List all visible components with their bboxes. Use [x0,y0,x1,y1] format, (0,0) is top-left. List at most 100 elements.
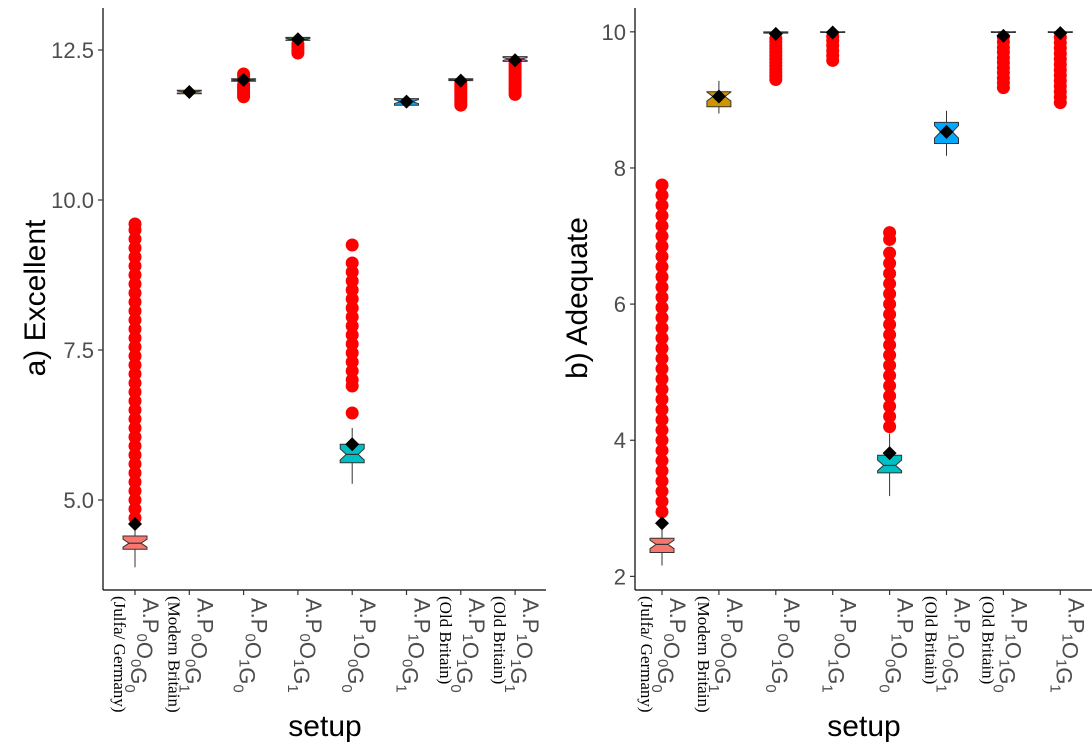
outlier-point [655,270,669,284]
x-tick-note: (Old Britain) [978,596,997,684]
outlier-point [128,367,142,381]
y-axis-title: b) Adequate [561,217,594,379]
outlier-point [655,443,669,457]
outlier-point [655,188,669,202]
outlier-point [345,238,359,252]
panel-b-adequate: 2 4 6 8 10 b) Adequate setup A.P0O0G0(Julfa/ Ge… [561,8,1092,743]
mean-marker [182,85,197,99]
outlier-point [345,337,359,351]
outlier-point [883,409,897,423]
box-body [122,535,148,550]
outlier-point [128,439,142,453]
y-tick-label: 10.0 [51,188,94,213]
outlier-point [655,331,669,345]
outlier-point [655,433,669,447]
panel-a-excellent: 5.07.510.012.5a) ExcellentsetupA.P0O0G0(… [19,8,546,743]
outlier-point [655,219,669,233]
x-tick-note: (Modern Britain) [164,596,183,713]
outlier-point [128,448,142,462]
outlier-point [883,277,897,291]
outlier-point [345,364,359,378]
outlier-point [128,241,142,255]
outlier-point [655,403,669,417]
box-2 [176,85,202,99]
x-tick-label: A.P1O1G1 [1046,598,1088,693]
mean-marker [290,32,305,47]
x-tick-label: A.P1O1G1 [501,598,543,693]
outlier-point [883,358,897,372]
x-tick-label: A.P1O1G0 [989,598,1031,693]
outlier-point [655,290,669,304]
outlier-point [655,198,669,212]
mean-marker [399,94,414,109]
x-tick-note: (Old Britain) [436,596,455,684]
mean-marker [939,124,954,139]
box-4 [820,25,846,67]
x-tick-label: A.P1O0G0 [876,598,918,693]
x-axis-title: setup [827,710,900,743]
outlier-point [128,358,142,372]
outlier-point [128,232,142,246]
outlier-point [345,328,359,342]
box-3 [763,26,789,86]
x-tick-note: (Old Britain) [490,596,509,684]
y-tick-label: 6 [614,292,626,317]
outlier-point [883,256,897,270]
outlier-point [345,346,359,360]
mean-marker [655,516,669,531]
outlier-point [345,283,359,297]
box-body [877,454,903,474]
mean-marker [1053,26,1068,41]
x-tick-note: (Julfa/ Germany) [110,596,129,713]
outlier-point [655,413,669,427]
outlier-point [345,373,359,387]
mean-marker [711,89,726,104]
outlier-point [128,295,142,309]
box-7 [990,28,1016,95]
box-5 [877,226,903,497]
box-6 [394,94,419,109]
outlier-point [128,430,142,444]
outlier-point [655,239,669,253]
outlier-point [128,412,142,426]
outlier-point [128,331,142,345]
box-6 [934,110,959,156]
outlier-point [655,178,669,192]
outlier-point [128,259,142,273]
box-body [339,443,365,464]
mean-marker [236,73,251,87]
outlier-point [883,369,897,383]
mean-marker [453,73,468,88]
outlier-point [655,382,669,396]
outlier-point [128,304,142,318]
x-tick-label: A.P1O0G1 [933,598,975,693]
outlier-point [128,493,142,507]
outlier-point [128,277,142,291]
outlier-point [128,475,142,489]
outlier-point [883,338,897,352]
outlier-point [883,399,897,413]
x-tick-label: A.P0O0G1 [705,598,747,693]
outlier-point [128,403,142,417]
outlier-point [128,340,142,354]
y-tick-label: 2 [614,564,626,589]
box-4 [285,32,311,60]
box-5 [339,238,365,484]
y-tick-label: 5.0 [63,488,94,513]
box-2 [706,80,732,114]
x-tick-label: A.P0O0G0 [121,598,163,693]
box-1 [122,217,148,568]
x-tick-label: A.P0O1G1 [819,598,861,693]
box-3 [231,67,257,104]
outlier-point [128,349,142,363]
outlier-point [128,286,142,300]
outlier-point [655,229,669,243]
outlier-point [655,392,669,406]
outlier-point [128,322,142,336]
outlier-point [883,389,897,403]
outlier-point [128,421,142,435]
x-tick-note: (Julfa/ Germany) [637,596,656,713]
outlier-point [345,310,359,324]
mean-marker [996,28,1011,43]
outlier-point [655,341,669,355]
